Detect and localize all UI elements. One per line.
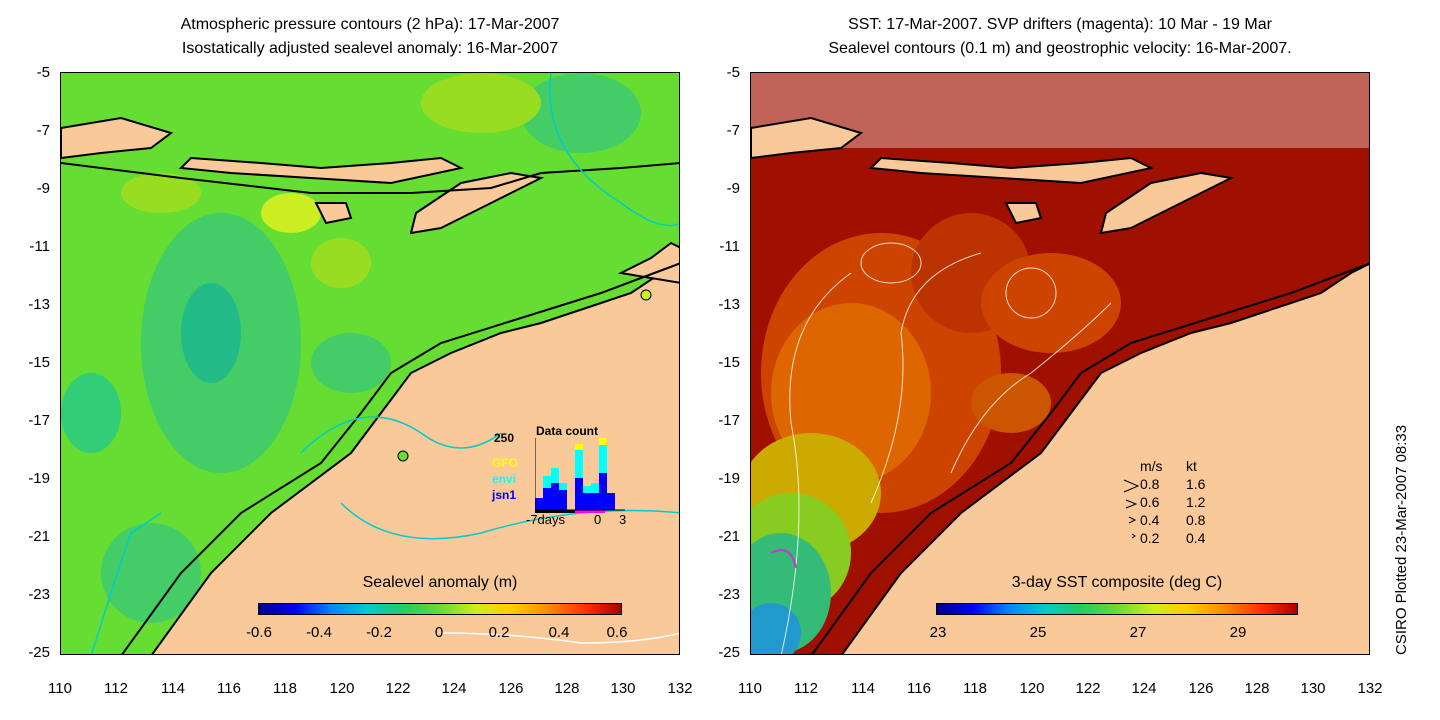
left-x-tick: 116 bbox=[217, 680, 241, 697]
sla-colorbar-tick: 0.2 bbox=[488, 624, 510, 641]
right-y-tick: -23 bbox=[718, 586, 740, 603]
sst-colorbar bbox=[936, 603, 1298, 615]
right-x-tick: 128 bbox=[1244, 680, 1270, 697]
left-title-line1: Atmospheric pressure contours (2 hPa): 1… bbox=[180, 16, 560, 33]
left-y-tick: -7 bbox=[36, 122, 50, 139]
sla-colorbar-tick: 0.6 bbox=[606, 624, 628, 641]
sla-colorbar-tick: -0.6 bbox=[246, 624, 272, 641]
left-y-tick: -15 bbox=[28, 354, 50, 371]
data-count-histogram bbox=[535, 438, 625, 513]
right-x-tick: 118 bbox=[963, 680, 987, 697]
right-x-tick: 130 bbox=[1300, 680, 1326, 697]
right-title-line2: Sealevel contours (0.1 m) and geostrophi… bbox=[828, 40, 1292, 57]
left-y-tick: -17 bbox=[28, 412, 50, 429]
inset-x-label-zero: 0 bbox=[594, 512, 602, 527]
right-title-line1: SST: 17-Mar-2007. SVP drifters (magenta)… bbox=[848, 16, 1272, 33]
inset-title: Data count bbox=[536, 424, 599, 438]
sst-colorbar-tick: 25 bbox=[1029, 624, 1047, 641]
left-y-tick: -9 bbox=[36, 180, 50, 197]
sst-map bbox=[750, 72, 1370, 655]
sealevel-anomaly-map bbox=[60, 72, 680, 655]
right-y-tick: -5 bbox=[726, 64, 740, 81]
left-x-tick: 118 bbox=[273, 680, 297, 697]
left-x-tick: 122 bbox=[385, 680, 411, 697]
left-x-tick: 130 bbox=[610, 680, 636, 697]
sla-colorbar-label: Sealevel anomaly (m) bbox=[362, 574, 518, 591]
right-x-tick: 122 bbox=[1075, 680, 1101, 697]
right-y-tick: -11 bbox=[719, 238, 740, 255]
sla-colorbar-tick: 0 bbox=[434, 624, 444, 641]
right-y-tick: -13 bbox=[718, 296, 740, 313]
right-x-tick: 126 bbox=[1188, 680, 1214, 697]
sla-colorbar-tick: -0.2 bbox=[366, 624, 392, 641]
plot-credit: CSIRO Plotted 23-Mar-2007 08:33 bbox=[1393, 424, 1410, 655]
left-x-tick: 120 bbox=[329, 680, 355, 697]
velocity-legend-kt: 0.8 bbox=[1186, 512, 1206, 528]
inset-x-label-start: -7days bbox=[526, 512, 566, 527]
right-x-tick: 116 bbox=[907, 680, 931, 697]
right-y-tick: -15 bbox=[718, 354, 740, 371]
inset-y-max-label: 250 bbox=[494, 431, 515, 445]
right-y-tick: -17 bbox=[718, 412, 740, 429]
satellite-label-gfo: GFO bbox=[492, 456, 518, 470]
right-y-tick: -19 bbox=[718, 470, 740, 487]
left-y-tick: -13 bbox=[28, 296, 50, 313]
velocity-legend-header-kt: kt bbox=[1186, 458, 1197, 474]
velocity-legend-kt: 1.6 bbox=[1186, 476, 1206, 492]
right-y-tick: -7 bbox=[726, 122, 740, 139]
satellite-label-jsn1: jsn1 bbox=[492, 488, 517, 502]
sst-colorbar-label: 3-day SST composite (deg C) bbox=[1011, 574, 1223, 591]
velocity-legend-ms: 0.8 bbox=[1140, 476, 1160, 492]
left-x-tick: 128 bbox=[554, 680, 580, 697]
velocity-legend-ms: 0.4 bbox=[1140, 512, 1160, 528]
velocity-legend-kt: 1.2 bbox=[1186, 494, 1206, 510]
left-y-tick: -21 bbox=[28, 528, 50, 545]
velocity-legend-ms: 0.2 bbox=[1140, 530, 1160, 546]
right-x-tick: 112 bbox=[794, 680, 818, 697]
left-y-tick: -23 bbox=[28, 586, 50, 603]
left-x-tick: 132 bbox=[667, 680, 693, 697]
right-x-tick: 110 bbox=[738, 680, 762, 697]
right-y-tick: -25 bbox=[718, 644, 740, 661]
velocity-legend-arrows bbox=[1123, 479, 1140, 539]
sla-colorbar-tick: 0.4 bbox=[548, 624, 570, 641]
sst-colorbar-tick: 29 bbox=[1229, 624, 1247, 641]
left-title-line2: Isostatically adjusted sealevel anomaly:… bbox=[181, 40, 559, 57]
right-x-tick: 120 bbox=[1019, 680, 1045, 697]
velocity-legend-header-ms: m/s bbox=[1140, 458, 1163, 474]
left-y-tick: -11 bbox=[29, 238, 50, 255]
satellite-label-envi: envi bbox=[492, 472, 517, 486]
right-x-tick: 132 bbox=[1357, 680, 1383, 697]
left-x-tick: 112 bbox=[104, 680, 128, 697]
left-y-tick: -25 bbox=[28, 644, 50, 661]
sla-colorbar-tick: -0.4 bbox=[306, 624, 332, 641]
sst-colorbar-tick: 27 bbox=[1129, 624, 1147, 641]
right-y-tick: -9 bbox=[726, 180, 740, 197]
left-y-tick: -5 bbox=[36, 64, 50, 81]
left-y-tick: -19 bbox=[28, 470, 50, 487]
velocity-legend-kt: 0.4 bbox=[1186, 530, 1206, 546]
velocity-legend-ms: 0.6 bbox=[1140, 494, 1160, 510]
inset-x-label-end: 3 bbox=[619, 512, 627, 527]
left-x-tick: 110 bbox=[48, 680, 72, 697]
sla-colorbar bbox=[258, 603, 622, 615]
right-x-tick: 124 bbox=[1131, 680, 1157, 697]
left-x-tick: 114 bbox=[161, 680, 185, 697]
right-x-tick: 114 bbox=[851, 680, 875, 697]
left-x-tick: 124 bbox=[441, 680, 467, 697]
left-x-tick: 126 bbox=[498, 680, 524, 697]
sst-colorbar-tick: 23 bbox=[929, 624, 947, 641]
right-y-tick: -21 bbox=[718, 528, 740, 545]
